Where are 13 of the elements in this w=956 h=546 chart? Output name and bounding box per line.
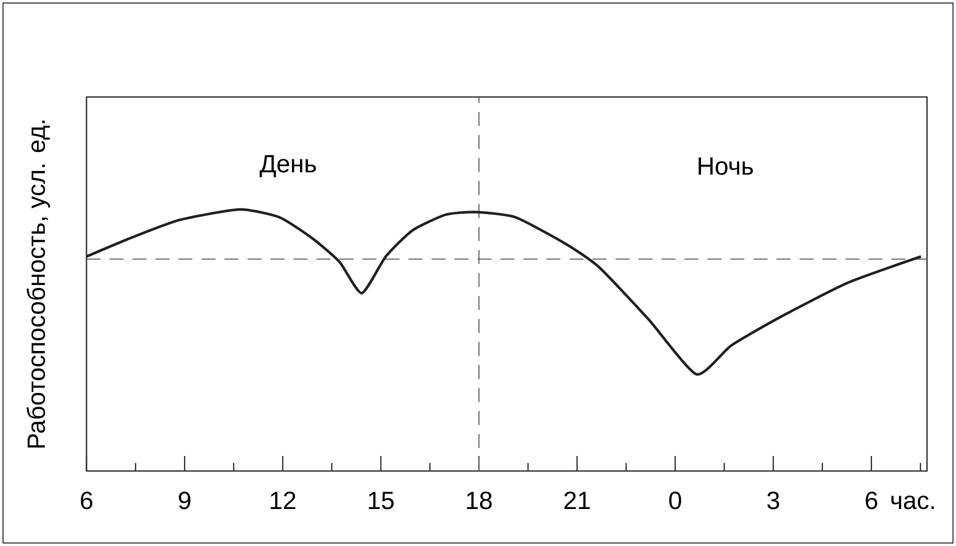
x-tick-label: 0 bbox=[669, 492, 682, 510]
x-axis-title: час. bbox=[891, 496, 934, 510]
y-axis-title: Работоспособность, усл. ед. bbox=[26, 120, 50, 448]
x-tick-label: 6 bbox=[866, 492, 878, 510]
text: День bbox=[260, 155, 316, 178]
x-tick-label: 3 bbox=[767, 492, 780, 510]
x-tick-label: 12 bbox=[270, 492, 296, 509]
x-tick-label: 15 bbox=[368, 492, 394, 510]
x-tick-label: 18 bbox=[466, 492, 492, 510]
text: Ночь bbox=[698, 157, 753, 175]
x-tick-label: 9 bbox=[178, 492, 190, 510]
x-tick-label: 6 bbox=[80, 492, 92, 510]
x-tick-label: 21 bbox=[564, 492, 590, 509]
